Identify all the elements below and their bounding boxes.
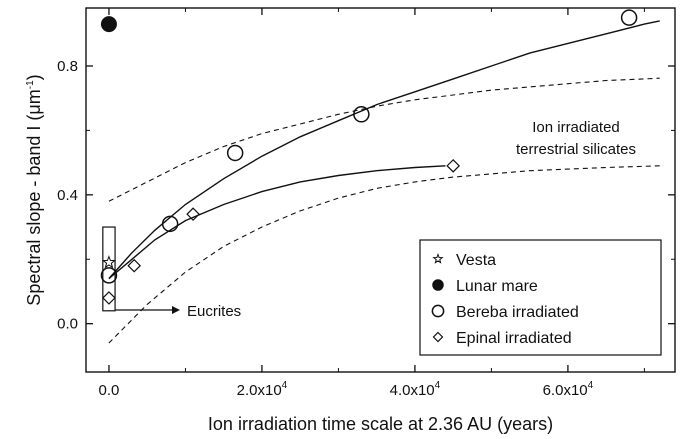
y-tick-label: 0.0	[57, 316, 78, 333]
data-points-layer	[100, 9, 638, 305]
fit-curve-3	[108, 77, 660, 202]
x-tick-mantissa: 2.0x10	[237, 382, 282, 399]
x-tick-label: 0.0	[99, 382, 120, 399]
x-tick-mantissa: 6.0x10	[543, 382, 588, 399]
annotation-ion-irradiated: Ion irradiated	[532, 119, 620, 136]
legend: Vesta Lunar mare Bereba irradiated Epinal i…	[419, 239, 662, 356]
point-open-diamond-3	[186, 207, 200, 222]
legend-marker-open-circle	[431, 304, 445, 318]
point-open-diamond-1	[102, 291, 116, 305]
x-tick-exponent: 4	[435, 380, 441, 391]
y-axis-title-main: Spectral slope - band I (	[24, 115, 44, 306]
legend-marker-open-diamond	[432, 331, 444, 343]
eucrites-box-layer	[102, 226, 116, 312]
fit-curve-1	[108, 20, 660, 280]
point-open-circle-2	[161, 215, 179, 233]
plot-frame	[85, 7, 676, 373]
x-tick-exponent: 4	[282, 380, 288, 391]
eucrites-arrow-head	[172, 306, 180, 314]
point-open-diamond-4	[446, 158, 461, 173]
y-tick-label: 0.8	[57, 58, 78, 75]
fit-curves-layer	[108, 20, 660, 344]
fit-curve-4	[108, 165, 660, 344]
y-axis-title-exp: -1	[25, 80, 36, 89]
point-open-circle-3	[226, 144, 244, 162]
eucrites-arrow	[115, 306, 180, 314]
point-open-circle-1	[100, 267, 118, 284]
legend-label: Lunar mare	[456, 278, 538, 295]
legend-label: Epinal irradiated	[456, 330, 572, 347]
point-filled-circle-1	[100, 16, 117, 33]
legend-marker-filled-circle	[432, 279, 444, 291]
x-tick-mantissa: 4.0x10	[390, 382, 435, 399]
point-open-circle-5	[620, 9, 638, 26]
legend-box	[419, 239, 662, 356]
x-tick-label: 6.0x104	[543, 380, 594, 399]
x-tick-exponent: 4	[588, 380, 594, 391]
eucrites-box	[102, 226, 116, 312]
annotation-terrestrial-silicates: terrestrial silicates	[516, 141, 636, 158]
y-axis-title-close: )	[24, 74, 44, 80]
y-tick-label: 0.4	[57, 187, 78, 204]
fit-curve-2	[108, 165, 446, 280]
y-axis-title-unit: μm	[24, 89, 44, 114]
legend-marker-star	[432, 253, 444, 264]
point-star-1	[101, 255, 117, 269]
legend-label: Vesta	[456, 252, 496, 269]
legend-label: Bereba irradiated	[456, 304, 579, 321]
point-open-circle-4	[353, 106, 370, 123]
x-axis-title: Ion irradiation time scale at 2.36 AU (y…	[208, 414, 553, 434]
point-open-diamond-2	[127, 258, 142, 273]
annotation-eucrites: Eucrites	[187, 303, 241, 320]
x-tick-mantissa: 0.0	[99, 382, 120, 399]
y-axis-title: Spectral slope - band I (μm-1)	[24, 74, 44, 305]
x-tick-label: 4.0x104	[390, 380, 441, 399]
x-tick-label: 2.0x104	[237, 380, 288, 399]
